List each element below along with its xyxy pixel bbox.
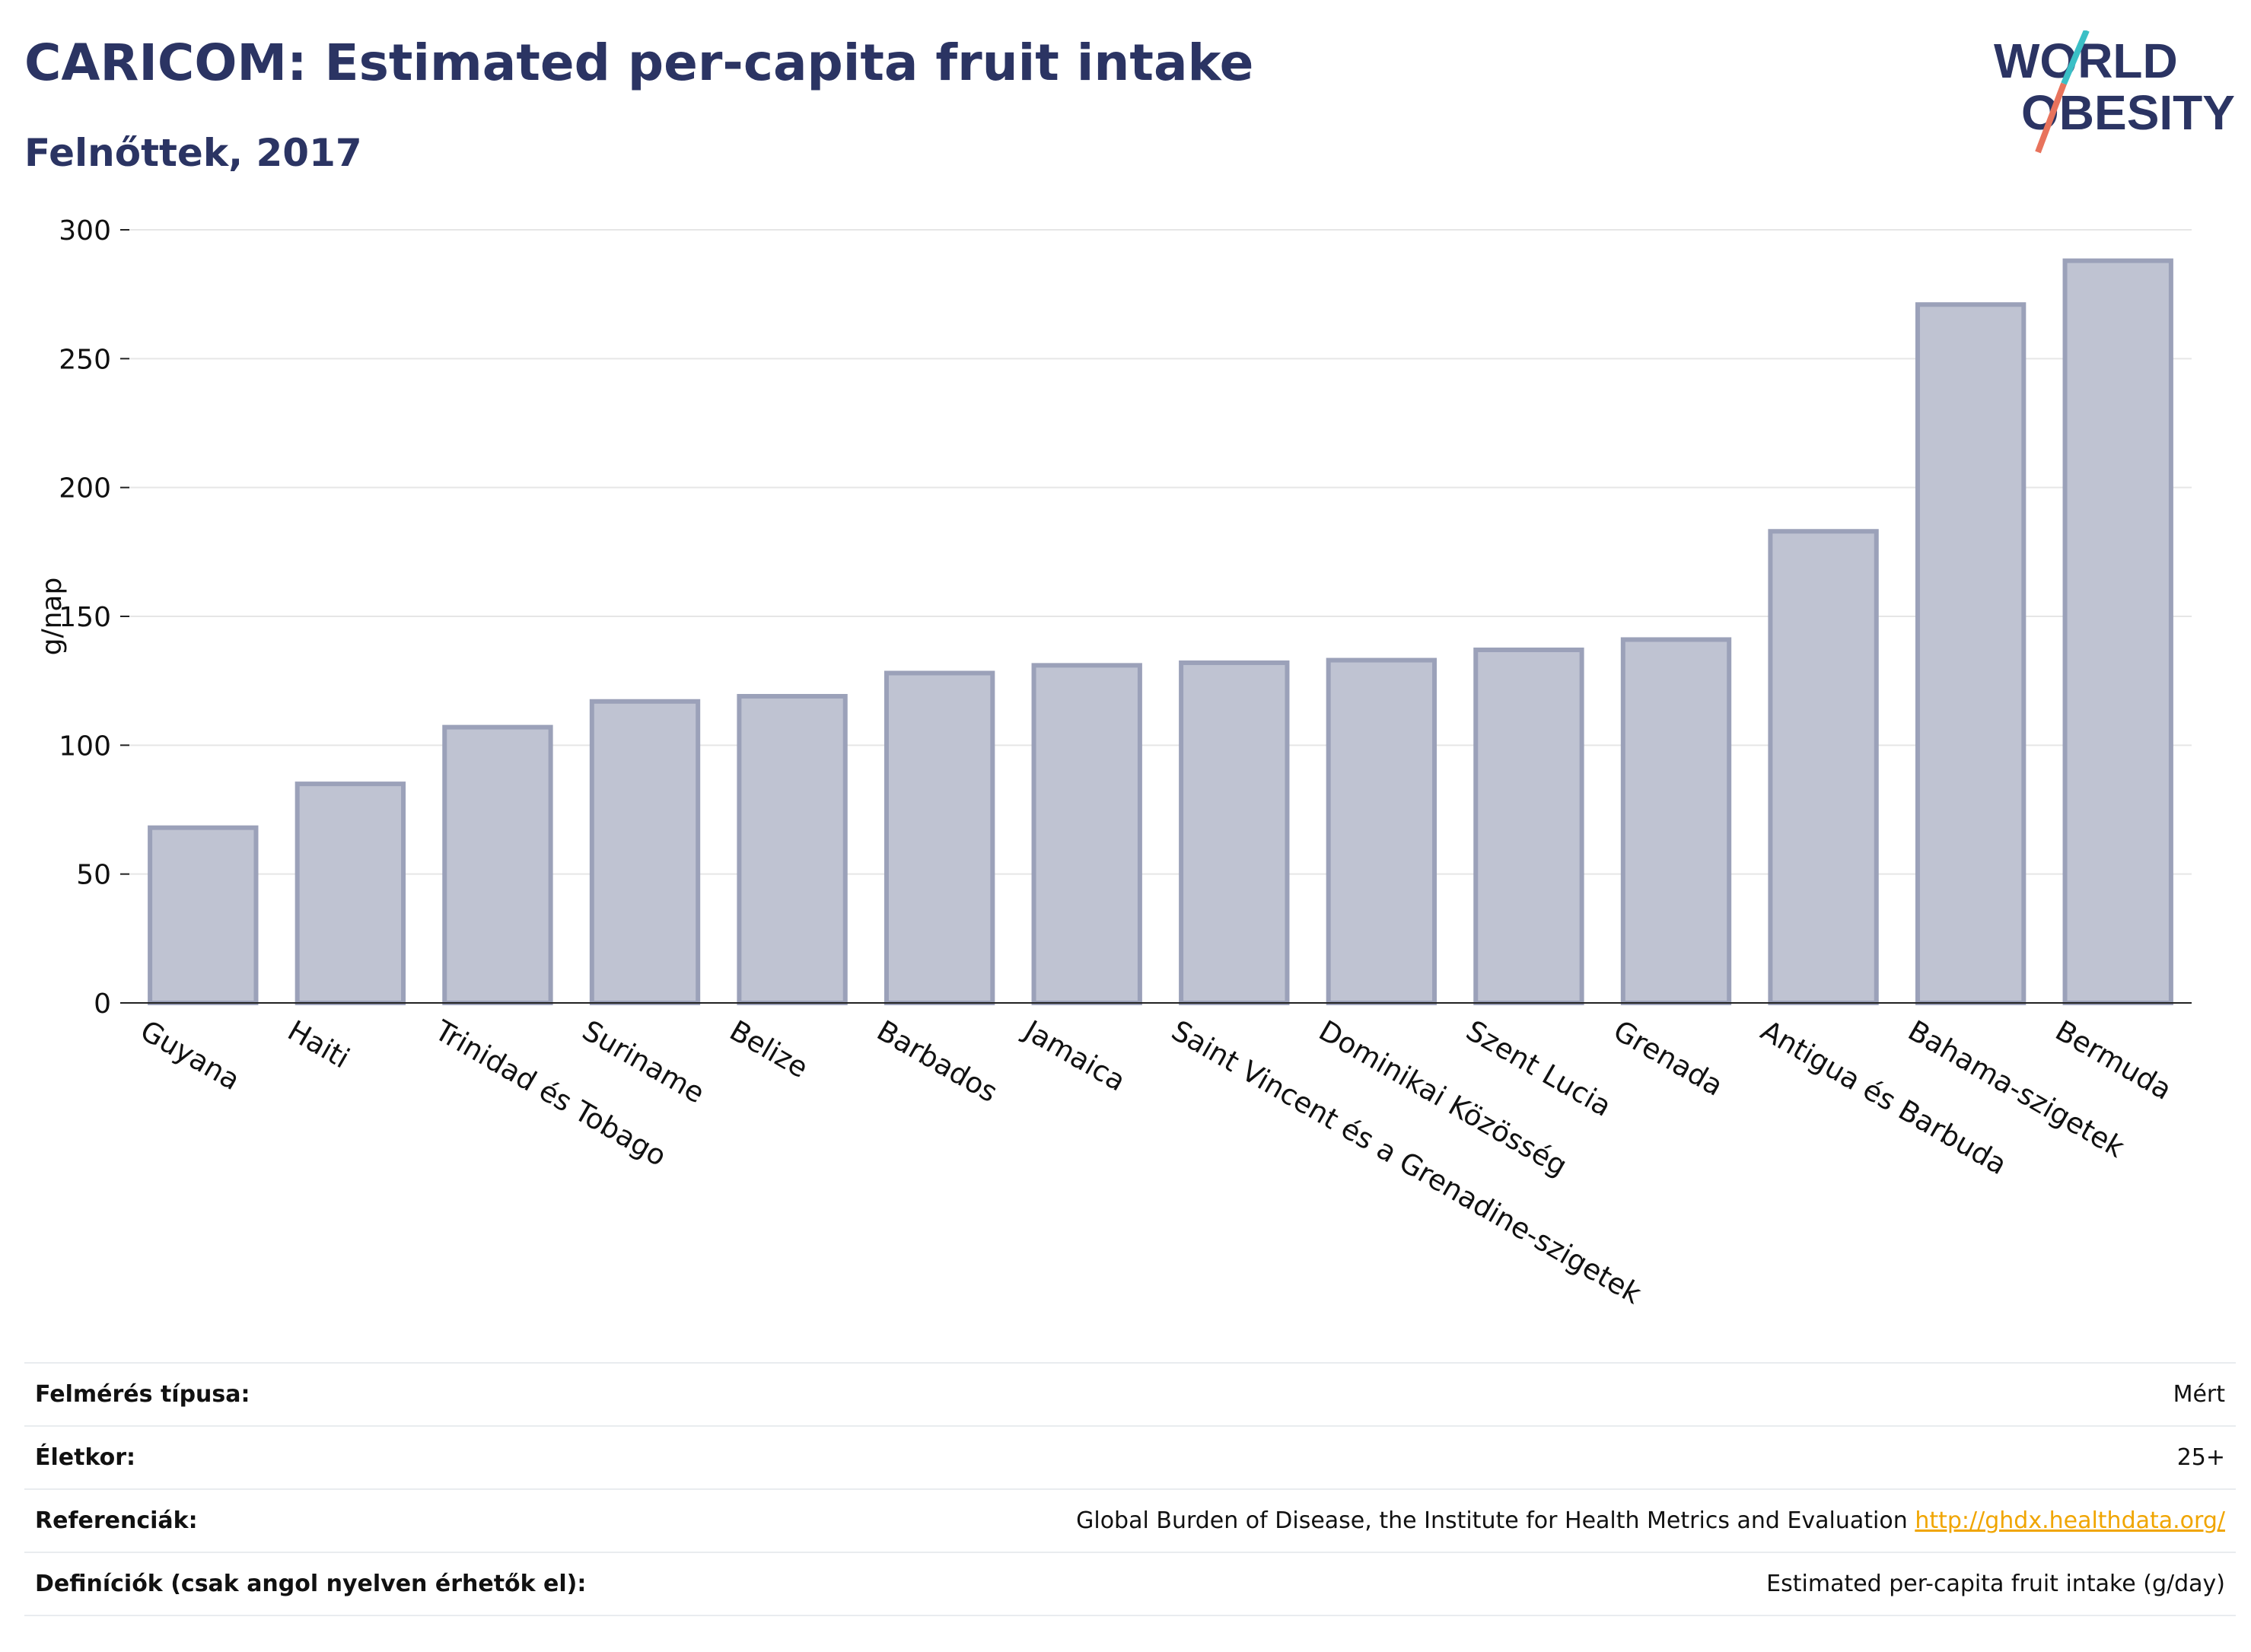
info-label: Definíciók (csak angol nyelven érhetők e… [24,1552,751,1616]
x-tick-label: Haiti [282,1014,355,1075]
world-obesity-logo: WORLD OBESITY [1994,30,2235,154]
reference-text: Global Burden of Disease, the Institute … [1076,1507,1908,1534]
y-tick-label: 300 [59,215,111,247]
logo-text-world: WORLD [1994,33,2178,88]
x-tick-label: Grenada [1608,1014,1728,1103]
bar [1768,529,1879,1005]
info-row-references: Referenciák: Global Burden of Disease, t… [24,1488,2236,1552]
y-tick-label: 200 [59,473,111,505]
info-value-references: Global Burden of Disease, the Institute … [750,1488,2236,1552]
logo-slash-coral [2035,82,2067,154]
bar [442,724,553,1005]
info-value: Estimated per-capita fruit intake (g/day… [750,1552,2236,1616]
grid-lines [129,229,2192,875]
y-axis-ticks: 0 50 100 150 200 250 300 [59,215,129,1020]
info-label: Felmérés típusa: [24,1362,751,1426]
y-tick-label: 100 [59,731,111,762]
info-row-survey-type: Felmérés típusa: Mért [24,1362,2236,1426]
bar [884,670,995,1005]
info-table: Felmérés típusa: Mért Életkor: 25+ Refer… [24,1362,2236,1616]
x-tick-label: Guyana [135,1014,245,1097]
bar [1179,660,1290,1006]
logo-slash-teal [2061,30,2090,85]
y-tick-label: 250 [59,344,111,375]
bar [737,693,848,1006]
y-tick-label: 0 [94,988,111,1020]
info-label: Életkor: [24,1425,751,1489]
x-tick-label: Belize [724,1014,814,1085]
bars [148,258,2173,1006]
info-row-definitions: Definíciók (csak angol nyelven érhetők e… [24,1552,2236,1616]
y-tick-label: 50 [76,860,111,891]
x-tick-label: Jamaica [1017,1014,1131,1098]
y-tick-label: 150 [59,602,111,633]
bar [1326,657,1438,1005]
reference-link[interactable]: http://ghdx.healthdata.org/ [1915,1507,2225,1534]
bar [1620,637,1732,1005]
x-tick-label: Suriname [577,1014,710,1110]
x-tick-label: Antigua és Barbuda [1756,1014,2013,1182]
info-row-age: Életkor: 25+ [24,1425,2236,1489]
y-axis-title: g/nap [37,578,68,656]
bar [589,699,701,1005]
bar [295,781,406,1005]
bar [1031,663,1142,1005]
bar [1915,302,2027,1006]
x-tick-label: Dominikai Közösség [1313,1014,1573,1183]
bar [1473,648,1584,1005]
chart-title: CARICOM: Estimated per-capita fruit inta… [24,33,1254,92]
info-value: 25+ [750,1425,2236,1489]
bar [148,825,259,1005]
x-tick-label: Barbados [871,1014,1003,1109]
x-tick-label: Bermuda [2050,1014,2177,1106]
bar [2062,258,2173,1005]
info-label: Referenciák: [24,1488,751,1552]
info-value: Mért [750,1362,2236,1426]
chart-subtitle: Felnőttek, 2017 [24,131,362,175]
